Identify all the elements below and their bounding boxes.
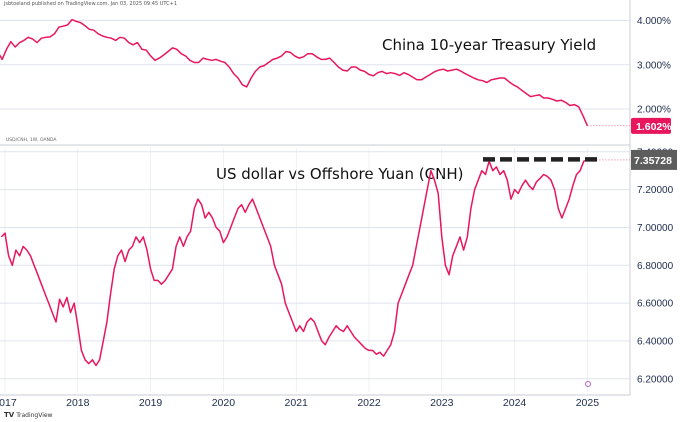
y-tick-label-fx: 7.00000 — [637, 223, 674, 234]
x-tick-label: 2023 — [430, 397, 454, 409]
x-tick-label: 2022 — [357, 397, 381, 409]
last-value-badge-bg-yield — [631, 117, 671, 134]
y-tick-label-fx: 6.40000 — [637, 336, 674, 347]
x-tick-label: 2017 — [0, 397, 17, 409]
last-value-badge-bg-fx — [631, 149, 677, 170]
y-tick-label-yield: 2.000% — [637, 105, 671, 116]
usdcnh-chart-title: US dollar vs Offshore Yuan (CNH) — [216, 165, 464, 183]
y-tick-label-fx: 6.80000 — [637, 261, 674, 272]
yield-chart-title: China 10-year Treasury Yield — [382, 36, 597, 54]
y-tick-label-yield: 3.000% — [637, 60, 671, 71]
y-tick-label-fx: 7.20000 — [637, 185, 674, 196]
x-tick-label: 2025 — [576, 397, 600, 409]
tradingview-logo: TV TradingView — [4, 411, 52, 419]
event-marker-icon[interactable] — [585, 381, 591, 387]
series-line-yield — [0, 18, 589, 127]
series-layer — [0, 18, 630, 367]
tradingview-logo-text: TradingView — [16, 412, 53, 419]
symbol-line: USD/CNH, 1W, OANDA — [6, 138, 57, 143]
last-value-badge-yield: 1.602% — [636, 121, 672, 133]
y-tick-label-fx: 6.20000 — [637, 374, 674, 385]
grid-layer — [0, 19, 630, 392]
x-tick-label: 2020 — [212, 397, 236, 409]
y-tick-label-fx: 6.60000 — [637, 299, 674, 310]
series-line-fx — [0, 159, 588, 367]
x-tick-label: 2019 — [139, 397, 163, 409]
x-tick-label: 2024 — [503, 397, 527, 409]
publisher-line: jsbtoeland published on TradingView.com,… — [4, 1, 178, 7]
x-tick-label: 2021 — [285, 397, 309, 409]
tradingview-logo-icon: TV — [4, 411, 15, 419]
y-tick-label-yield: 4.000% — [637, 16, 671, 27]
last-value-badge-fx: 7.35728 — [634, 155, 672, 167]
label-layer: 4.000% 3.000% 2.000% 1.602% 6.20000 6.40000 6.… — [0, 16, 677, 409]
x-tick-label: 2018 — [66, 397, 90, 409]
